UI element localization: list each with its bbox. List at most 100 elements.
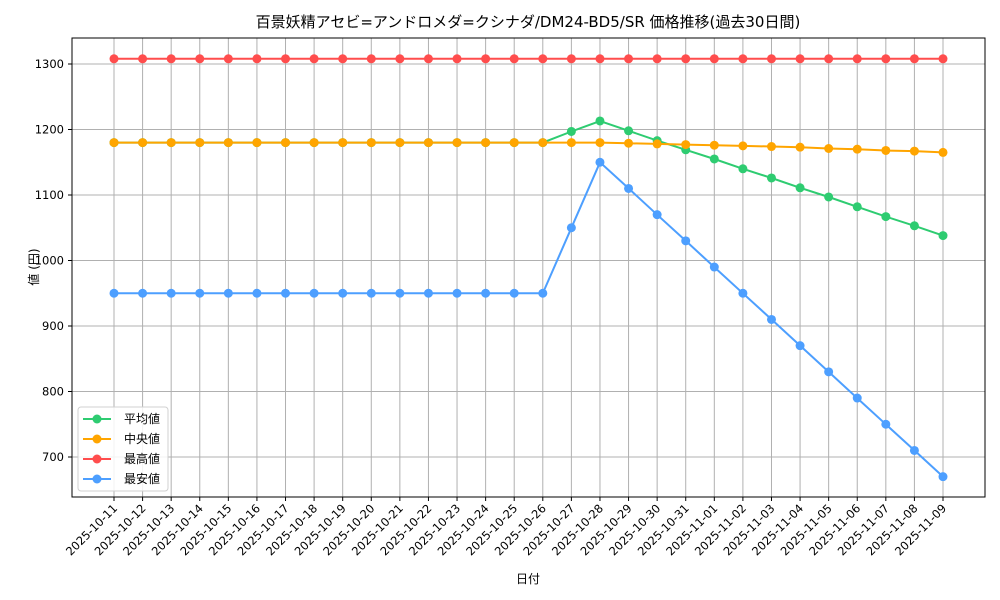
chart-title: 百景妖精アセビ=アンドロメダ=クシナダ/DM24-BD5/SR 価格推移(過去3… [256,13,801,31]
data-point [852,202,862,212]
data-point [423,288,433,298]
data-point [138,54,148,64]
data-point [766,173,776,183]
legend-item: 最安値 [83,471,160,486]
y-tick-label: 1100 [35,188,64,202]
data-point [452,54,462,64]
data-point [509,54,519,64]
series-line [109,54,948,64]
legend-marker-icon [92,434,102,444]
data-point [624,54,634,64]
data-point [252,54,262,64]
y-tick-label: 1000 [35,254,64,268]
data-point [624,138,634,148]
data-point [223,54,233,64]
data-point [566,54,576,64]
data-point [909,146,919,156]
data-point [109,138,119,148]
legend-label: 中央値 [124,431,160,446]
data-point [538,54,548,64]
data-point [109,54,119,64]
data-point [166,138,176,148]
data-point [795,54,805,64]
data-point [195,288,205,298]
grid-lines [72,38,985,497]
data-point [938,231,948,241]
data-point [395,138,405,148]
data-point [709,154,719,164]
data-point [795,341,805,351]
data-point [481,138,491,148]
data-point [452,288,462,298]
data-point [395,54,405,64]
data-point [709,262,719,272]
data-point [509,288,519,298]
data-point [795,183,805,193]
y-tick-label: 800 [42,385,64,399]
legend-label: 最高値 [124,451,160,466]
data-point [338,288,348,298]
data-point [538,138,548,148]
y-tick-label: 1300 [35,57,64,71]
data-point [909,54,919,64]
data-point [909,221,919,231]
data-point [738,288,748,298]
legend-item: 中央値 [83,431,160,446]
data-point [738,54,748,64]
data-point [881,419,891,429]
data-point [195,54,205,64]
data-point [281,138,291,148]
data-point [652,54,662,64]
data-point [881,212,891,222]
data-point [624,126,634,136]
legend-label: 平均値 [124,411,160,426]
legend-item: 最高値 [83,451,160,466]
y-tick-label: 700 [42,450,64,464]
x-axis-ticks: 2025-10-112025-10-122025-10-132025-10-14… [63,497,949,558]
data-point [909,445,919,455]
y-axis-label: 値 (円) [26,248,41,285]
data-point [938,147,948,157]
data-point [423,138,433,148]
series-line [109,116,948,241]
data-point [938,54,948,64]
data-point [595,157,605,167]
data-point [738,141,748,151]
data-point [709,140,719,150]
data-point [223,138,233,148]
data-point [681,236,691,246]
data-point [852,144,862,154]
data-series [109,54,948,482]
y-axis-ticks: 700 800 900 1000 1100 1200 1300 [35,57,72,464]
data-point [824,367,834,377]
data-point [309,138,319,148]
y-tick-label: 1200 [35,123,64,137]
data-point [109,288,119,298]
legend-marker-icon [92,414,102,424]
data-point [766,314,776,324]
data-point [252,288,262,298]
data-point [166,54,176,64]
data-point [395,288,405,298]
data-point [738,164,748,174]
series-path [114,119,944,237]
data-point [652,139,662,149]
data-point [624,183,634,193]
data-point [709,54,719,64]
data-point [166,288,176,298]
data-point [766,142,776,152]
data-point [824,143,834,153]
data-point [281,288,291,298]
data-point [366,54,376,64]
series-line [109,138,948,157]
data-point [509,138,519,148]
data-point [481,288,491,298]
data-point [309,54,319,64]
data-point [195,138,205,148]
data-point [252,138,262,148]
series-path [114,160,944,478]
legend-marker-icon [92,454,102,464]
data-point [366,138,376,148]
